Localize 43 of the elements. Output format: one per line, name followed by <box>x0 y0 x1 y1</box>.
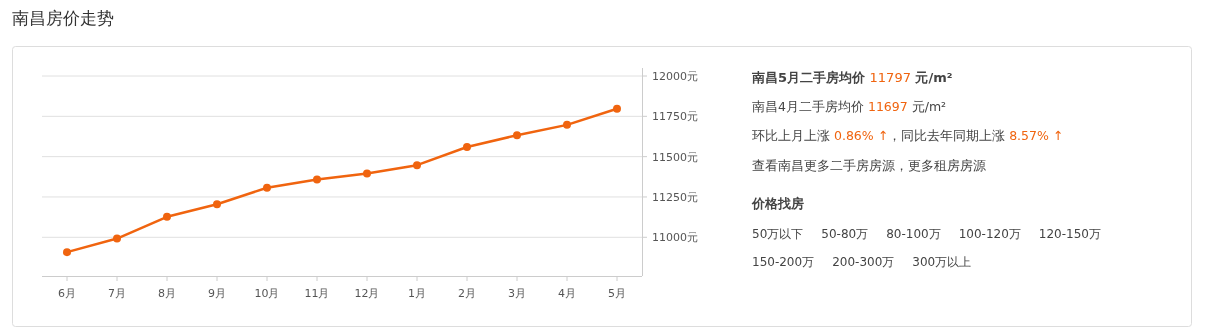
x-tick-label: 4月 <box>558 287 576 300</box>
y-tick-label: 11250元 <box>652 190 698 204</box>
point <box>113 234 121 243</box>
text: 50万以下 <box>752 227 804 241</box>
x-tick-label: 3月 <box>508 287 526 300</box>
x-tick-label: 2月 <box>458 287 476 300</box>
text: 200-300万 <box>832 255 895 269</box>
text: 120-150万 <box>1038 227 1101 241</box>
x-tick-label: 5月 <box>608 287 626 300</box>
text: 南昌5月二手房均价 11797 元/m² <box>751 70 953 85</box>
x-tick-label: 7月 <box>108 287 126 300</box>
point <box>263 183 271 192</box>
point <box>413 161 421 170</box>
point <box>613 104 621 113</box>
point <box>563 120 571 129</box>
x-tick-label: 6月 <box>58 287 76 300</box>
point <box>313 175 321 184</box>
text: 300万以上 <box>912 255 972 269</box>
x-tick-label: 8月 <box>158 287 176 300</box>
x-tick-label: 1月 <box>408 287 426 300</box>
text: 价格找房 <box>751 196 804 211</box>
text: 80-100万 <box>886 227 941 241</box>
y-tick-label: 12000元 <box>652 70 698 83</box>
point <box>163 212 171 221</box>
point <box>463 142 471 151</box>
point <box>513 131 521 140</box>
text: 环比上月上涨 0.86% ↑，同比去年同期上涨 8.57% ↑ <box>752 128 1064 143</box>
x-tick-label: 10月 <box>254 287 280 300</box>
x-tick-label: 12月 <box>354 287 380 300</box>
y-tick-label: 11000元 <box>652 231 698 245</box>
x-tick-label: 11月 <box>304 287 330 300</box>
y-tick-label: 11750元 <box>652 110 698 124</box>
text: 100-120万 <box>958 227 1021 241</box>
text: 查看南昌更多二手房房源，更多租房房源 <box>752 158 986 173</box>
x-tick-label: 9月 <box>208 287 226 300</box>
text: 50-80万 <box>821 227 869 241</box>
y-tick-label: 11500元 <box>652 150 698 164</box>
point <box>213 200 221 209</box>
chart-title: 南昌房价走势 <box>12 8 114 28</box>
text: 150-200万 <box>752 255 815 269</box>
point <box>363 169 371 178</box>
text: 南昌4月二手房均价 11697 元/m² <box>752 99 947 114</box>
point <box>63 248 71 257</box>
